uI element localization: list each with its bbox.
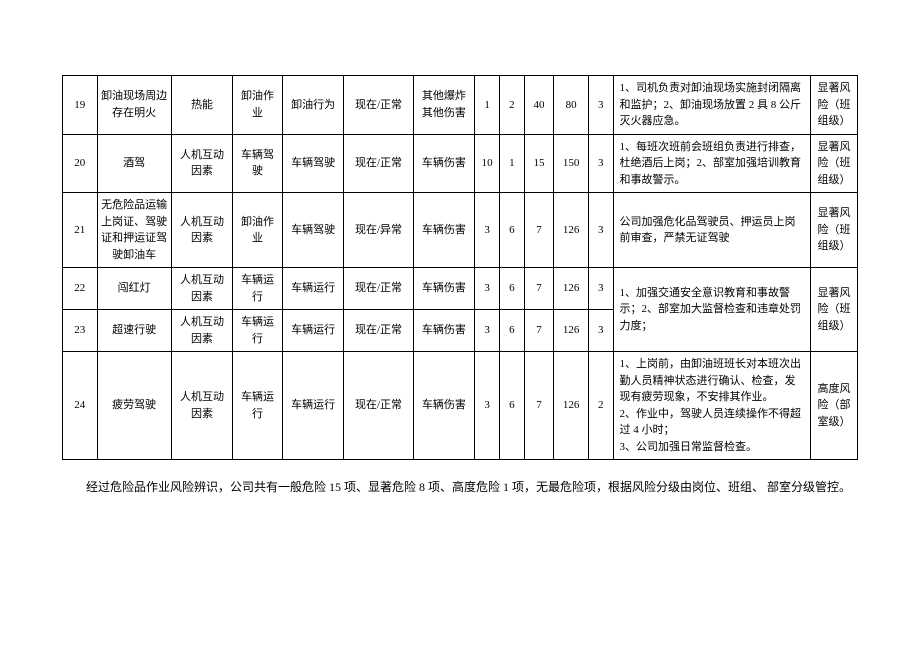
cell-idx: 20: [63, 134, 98, 193]
cell-n5: 3: [588, 76, 613, 135]
cell-beh: 车辆运行: [282, 310, 344, 352]
cell-measure: 公司加强危化品驾驶员、押运员上岗前审查，严禁无证驾驶: [613, 193, 811, 268]
cell-n1: 3: [475, 310, 500, 352]
cell-n2: 1: [499, 134, 524, 193]
cell-name: 闯红灯: [97, 268, 171, 310]
cell-n4: 126: [554, 310, 589, 352]
cell-state: 现在/正常: [344, 134, 413, 193]
cell-state: 现在/正常: [344, 352, 413, 460]
cell-beh: 卸油行为: [282, 76, 344, 135]
footnote-text: 经过危险品作业风险辨识，公司共有一般危险 15 项、显著危险 8 项、高度危险 …: [62, 478, 858, 497]
cell-risk: 显著风险（班组级）: [811, 76, 858, 135]
cell-act: 车辆驾驶: [233, 134, 282, 193]
cell-n1: 3: [475, 352, 500, 460]
cell-state: 现在/正常: [344, 76, 413, 135]
cell-n4: 126: [554, 268, 589, 310]
cell-n4: 126: [554, 193, 589, 268]
cell-n1: 10: [475, 134, 500, 193]
cell-harm: 车辆伤害: [413, 268, 475, 310]
cell-n5: 2: [588, 352, 613, 460]
cell-n2: 6: [499, 193, 524, 268]
cell-name: 超速行驶: [97, 310, 171, 352]
cell-harm: 车辆伤害: [413, 310, 475, 352]
cell-factor: 人机互动因素: [171, 268, 233, 310]
cell-name: 卸油现场周边存在明火: [97, 76, 171, 135]
cell-n5: 3: [588, 268, 613, 310]
cell-n4: 150: [554, 134, 589, 193]
cell-n2: 6: [499, 352, 524, 460]
cell-n1: 1: [475, 76, 500, 135]
cell-n4: 126: [554, 352, 589, 460]
cell-harm: 其他爆炸其他伤害: [413, 76, 475, 135]
cell-n4: 80: [554, 76, 589, 135]
cell-factor: 人机互动因素: [171, 310, 233, 352]
cell-n3: 7: [524, 352, 554, 460]
cell-factor: 人机互动因素: [171, 193, 233, 268]
cell-factor: 热能: [171, 76, 233, 135]
cell-beh: 车辆运行: [282, 352, 344, 460]
cell-n5: 3: [588, 193, 613, 268]
cell-act: 车辆运行: [233, 268, 282, 310]
cell-beh: 车辆运行: [282, 268, 344, 310]
cell-idx: 24: [63, 352, 98, 460]
cell-n2: 6: [499, 268, 524, 310]
cell-state: 现在/正常: [344, 310, 413, 352]
cell-n5: 3: [588, 134, 613, 193]
cell-n3: 7: [524, 268, 554, 310]
risk-table: 19 卸油现场周边存在明火 热能 卸油作业 卸油行为 现在/正常 其他爆炸其他伤…: [62, 75, 858, 460]
cell-n3: 7: [524, 193, 554, 268]
cell-measure: 1、上岗前，由卸油班班长对本班次出勤人员精神状态进行确认、检查，发现有疲劳现象，…: [613, 352, 811, 460]
cell-state: 现在/异常: [344, 193, 413, 268]
cell-harm: 车辆伤害: [413, 352, 475, 460]
table-row: 24 疲劳驾驶 人机互动因素 车辆运行 车辆运行 现在/正常 车辆伤害 3 6 …: [63, 352, 858, 460]
cell-n1: 3: [475, 268, 500, 310]
cell-measure: 1、每班次班前会班组负责进行排查，杜绝酒后上岗；2、部室加强培训教育和事故警示。: [613, 134, 811, 193]
cell-act: 卸油作业: [233, 76, 282, 135]
cell-act: 车辆运行: [233, 310, 282, 352]
cell-harm: 车辆伤害: [413, 134, 475, 193]
cell-act: 卸油作业: [233, 193, 282, 268]
cell-act: 车辆运行: [233, 352, 282, 460]
cell-name: 疲劳驾驶: [97, 352, 171, 460]
cell-n3: 40: [524, 76, 554, 135]
cell-idx: 19: [63, 76, 98, 135]
cell-idx: 21: [63, 193, 98, 268]
table-row: 20 酒驾 人机互动因素 车辆驾驶 车辆驾驶 现在/正常 车辆伤害 10 1 1…: [63, 134, 858, 193]
cell-idx: 23: [63, 310, 98, 352]
cell-n2: 6: [499, 310, 524, 352]
cell-n3: 7: [524, 310, 554, 352]
table-row: 21 无危险品运输上岗证、驾驶证和押运证驾驶卸油车 人机互动因素 卸油作业 车辆…: [63, 193, 858, 268]
cell-factor: 人机互动因素: [171, 134, 233, 193]
cell-beh: 车辆驾驶: [282, 134, 344, 193]
cell-n1: 3: [475, 193, 500, 268]
table-row: 22 闯红灯 人机互动因素 车辆运行 车辆运行 现在/正常 车辆伤害 3 6 7…: [63, 268, 858, 310]
cell-idx: 22: [63, 268, 98, 310]
document-page: 19 卸油现场周边存在明火 热能 卸油作业 卸油行为 现在/正常 其他爆炸其他伤…: [0, 0, 920, 497]
table-row: 19 卸油现场周边存在明火 热能 卸油作业 卸油行为 现在/正常 其他爆炸其他伤…: [63, 76, 858, 135]
cell-name: 无危险品运输上岗证、驾驶证和押运证驾驶卸油车: [97, 193, 171, 268]
cell-name: 酒驾: [97, 134, 171, 193]
cell-harm: 车辆伤害: [413, 193, 475, 268]
cell-n5: 3: [588, 310, 613, 352]
cell-risk: 显著风险（班组级）: [811, 193, 858, 268]
cell-risk: 高度风险（部室级）: [811, 352, 858, 460]
cell-risk: 显著风险（班组级）: [811, 134, 858, 193]
cell-n2: 2: [499, 76, 524, 135]
cell-measure: 1、司机负责对卸油现场实施封闭隔离和监护；2、卸油现场放置 2 具 8 公斤灭火…: [613, 76, 811, 135]
cell-factor: 人机互动因素: [171, 352, 233, 460]
cell-n3: 15: [524, 134, 554, 193]
cell-beh: 车辆驾驶: [282, 193, 344, 268]
cell-state: 现在/正常: [344, 268, 413, 310]
cell-risk-merged: 显著风险（班组级）: [811, 268, 858, 352]
cell-measure-merged: 1、加强交通安全意识教育和事故警示；2、部室加大监督检查和违章处罚力度；: [613, 268, 811, 352]
